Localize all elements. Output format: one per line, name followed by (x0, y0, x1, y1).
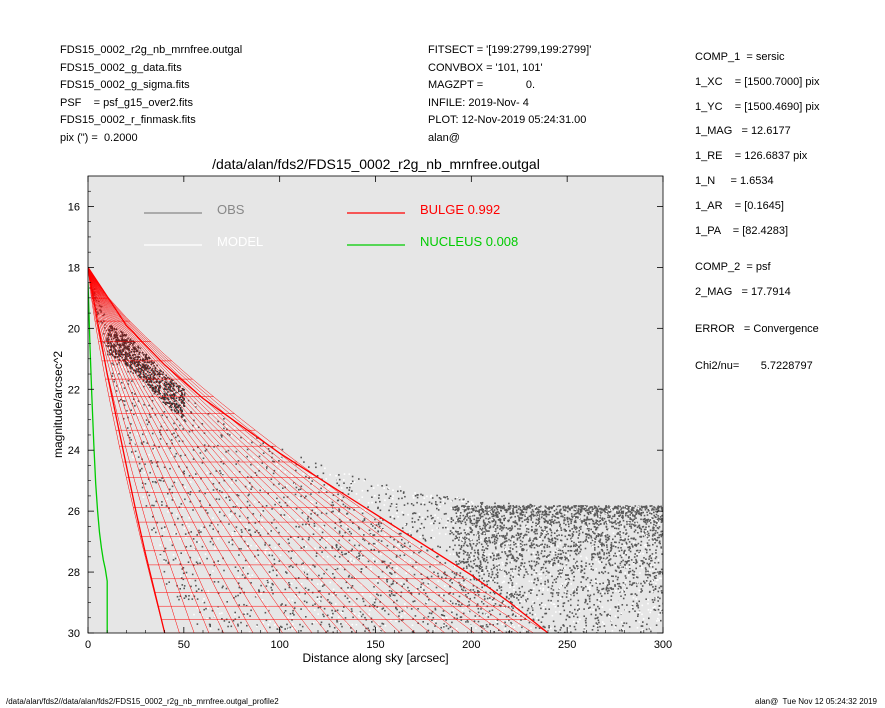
x-tick-label: 200 (462, 639, 480, 651)
comp1-param-7: 1_PA = [82.4283] (695, 224, 789, 237)
footer-timestamp: alan@ Tue Nov 12 05:24:32 2019 (755, 697, 877, 706)
header-mid-line-4: PLOT: 12-Nov-2019 05:24:31.00 (428, 114, 587, 126)
header-left-line-0: FDS15_0002_r2g_nb_mrnfree.outgal (60, 44, 243, 56)
legend-label-1: MODEL (217, 234, 263, 249)
comp1-param-0: COMP_1 = sersic (695, 51, 785, 63)
y-tick-label: 16 (68, 201, 80, 213)
header-mid-line-5: alan@ (428, 131, 460, 144)
y-axis-label: magnitude/arcsec^2 (51, 351, 65, 458)
x-tick-label: 0 (85, 639, 91, 651)
header-mid-line-0: FITSECT = '[199:2799,199:2799]' (428, 44, 592, 56)
plot-content (88, 267, 663, 633)
header-mid-line-1: CONVBOX = '101, 101' (428, 61, 543, 74)
comp1-param-3: 1_MAG = 12.6177 (695, 125, 791, 138)
header-left-line-3: PSF = psf_g15_over2.fits (60, 96, 193, 109)
x-tick-label: 150 (366, 639, 384, 651)
bulge-model-curves (88, 267, 549, 633)
x-tick-label: 50 (178, 639, 190, 651)
comp1-param-5: 1_N = 1.6534 (695, 174, 774, 187)
x-tick-label: 100 (270, 639, 288, 651)
header-mid-info: FITSECT = '[199:2799,199:2799]' CONVBOX =… (428, 42, 591, 147)
y-tick-label: 22 (68, 384, 80, 396)
x-tick-label: 300 (654, 639, 672, 651)
header-left-line-1: FDS15_0002_g_data.fits (60, 61, 182, 74)
legend-label-0: OBS (217, 202, 245, 217)
obs-points (89, 276, 663, 633)
header-mid-line-2: MAGZPT = 0. (428, 79, 536, 91)
header-left-line-5: pix (") = 0.2000 (60, 131, 138, 144)
y-tick-label: 28 (68, 567, 80, 579)
bulge-minor-axis-line (88, 267, 166, 633)
error-status: ERROR = Convergence (695, 322, 819, 335)
header-mid-line-3: INFILE: 2019-Nov- 4 (428, 96, 529, 109)
bulge-major-axis-line (88, 267, 549, 633)
legend-label-3: NUCLEUS 0.008 (420, 234, 518, 249)
y-tick-label: 26 (68, 506, 80, 518)
chart-title: /data/alan/fds2/FDS15_0002_r2g_nb_mrnfre… (212, 156, 540, 172)
comp1-param-4: 1_RE = 126.6837 pix (695, 150, 808, 163)
header-left-info: FDS15_0002_r2g_nb_mrnfree.outgal FDS15_00… (60, 42, 242, 147)
x-tick-label: 250 (558, 639, 576, 651)
y-tick-label: 24 (68, 445, 80, 457)
y-tick-label: 30 (68, 628, 80, 640)
footer-path: /data/alan/fds2//data/alan/fds2/FDS15_00… (6, 697, 279, 706)
legend-label-2: BULGE 0.992 (420, 202, 500, 217)
y-tick-label: 18 (68, 262, 80, 274)
fit-parameters-panel: COMP_1 = sersic 1_XC = [1500.7000] pix 1_Y… (695, 48, 819, 382)
comp1-param-1: 1_XC = [1500.7000] pix (695, 75, 820, 88)
header-left-line-2: FDS15_0002_g_sigma.fits (60, 79, 190, 91)
chi2-value: Chi2/nu= 5.7228797 (695, 359, 813, 372)
y-tick-label: 20 (68, 323, 80, 335)
model-points (88, 274, 663, 633)
comp1-param-2: 1_YC = [1500.4690] pix (695, 100, 820, 113)
x-axis-label: Distance along sky [arcsec] (302, 651, 448, 665)
comp2-param-0: COMP_2 = psf (695, 261, 771, 274)
nucleus-line (88, 282, 108, 633)
comp1-param-6: 1_AR = [0.1645] (695, 199, 784, 212)
header-left-line-4: FDS15_0002_r_finmask.fits (60, 114, 196, 126)
comp2-param-1: 2_MAG = 17.7914 (695, 286, 791, 299)
